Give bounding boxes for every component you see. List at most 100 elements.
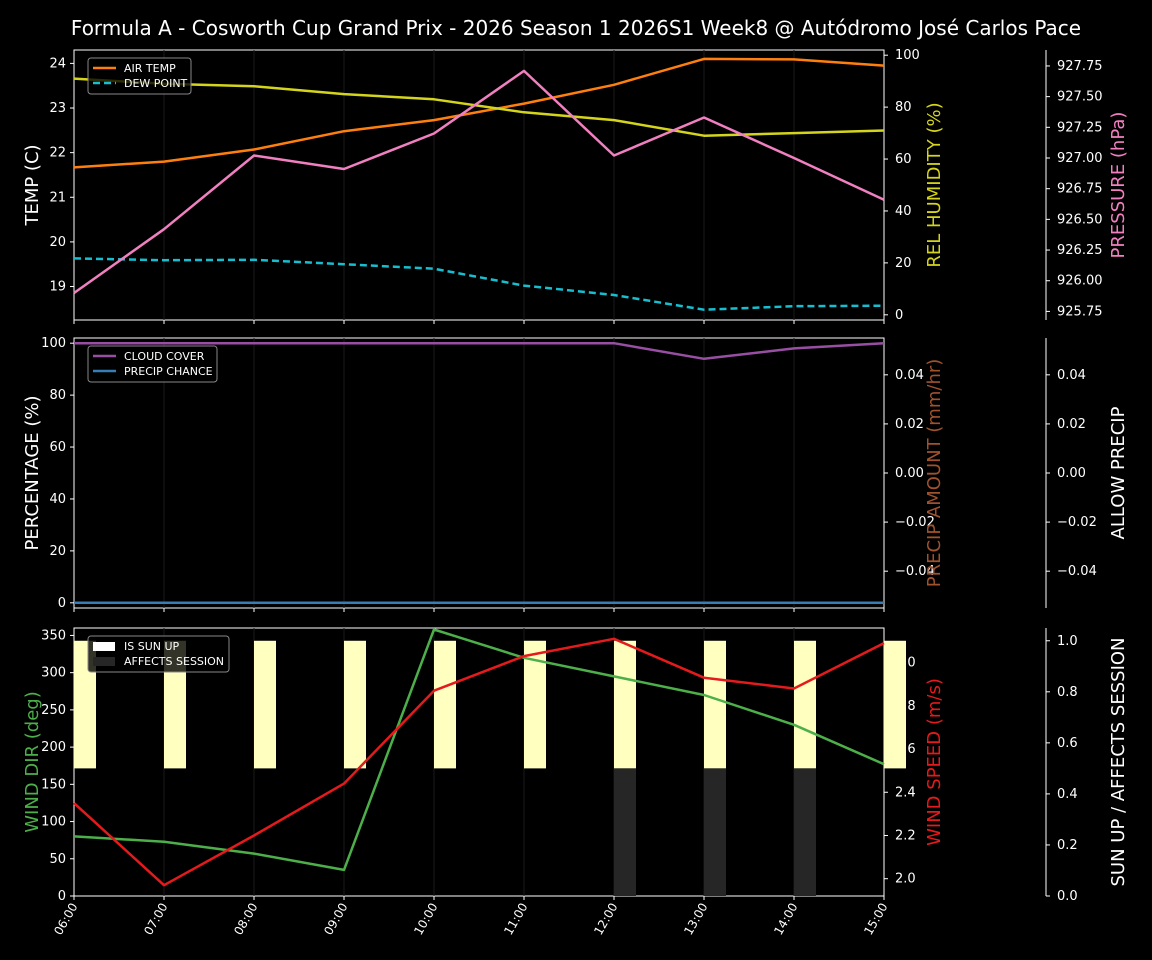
y-tick-label-right: 100 — [895, 48, 920, 63]
sun-up-bar — [164, 640, 186, 769]
y-tick-label-right2: 926.50 — [1057, 212, 1103, 227]
legend-label: AIR TEMP — [124, 62, 176, 75]
y-tick-label-right2: 1.0 — [1057, 634, 1078, 649]
sun-up-bar — [524, 640, 546, 769]
y-axis-label-right: PRECIP AMOUNT (mm/hr) — [924, 359, 945, 588]
y-axis-label-right: WIND SPEED (m/s) — [924, 678, 945, 846]
x-tick-label: 10:00 — [411, 901, 440, 938]
legend-label: PRECIP CHANCE — [124, 365, 213, 378]
y-axis-label-left: TEMP (C) — [22, 144, 43, 226]
x-tick-label: 12:00 — [591, 901, 620, 938]
y-tick-label-right: 0 — [895, 308, 903, 323]
legend-label: CLOUD COVER — [124, 350, 205, 363]
series-dew-point — [73, 257, 885, 311]
y-tick-label-right2: 926.25 — [1057, 243, 1103, 258]
y-axis-label-left: PERCENTAGE (%) — [22, 395, 43, 550]
legend — [87, 635, 230, 673]
sun-up-bar — [614, 640, 636, 769]
x-tick-label: 15:00 — [861, 901, 890, 938]
y-axis-label-right: REL HUMIDITY (%) — [924, 102, 945, 267]
y-tick-label-right: −0.04 — [895, 564, 935, 579]
y-tick-label-left: 80 — [49, 388, 66, 403]
y-tick-label-right: 0.02 — [895, 417, 924, 432]
sun-up-bar — [434, 640, 456, 769]
y-tick-label-right2: 0.02 — [1057, 417, 1086, 432]
y-tick-label-left: 20 — [49, 235, 66, 250]
y-tick-label-left: 100 — [41, 336, 66, 351]
legend-swatch — [93, 642, 115, 651]
y-tick-label-left: 24 — [49, 56, 66, 71]
y-axis-label-right2: ALLOW PRECIP — [1108, 406, 1129, 539]
y-tick-label-right2: 0.2 — [1057, 838, 1078, 853]
affects-session-bar — [614, 768, 636, 896]
y-tick-label-right2: 0.4 — [1057, 787, 1078, 802]
y-tick-label-right2: 0.8 — [1057, 685, 1078, 700]
y-tick-label-right: 2.0 — [895, 872, 916, 887]
y-tick-label-left: 19 — [49, 280, 66, 295]
y-tick-label-right: 2.4 — [895, 785, 916, 800]
affects-session-bar — [704, 768, 726, 896]
y-tick-label-right: 20 — [895, 256, 912, 271]
x-tick-label: 09:00 — [321, 901, 350, 938]
y-tick-label-right: 80 — [895, 100, 912, 115]
y-tick-label-left: 60 — [49, 440, 66, 455]
y-tick-label-right2: 926.00 — [1057, 274, 1103, 289]
chart-title: Formula A - Cosworth Cup Grand Prix - 20… — [70, 16, 1082, 40]
sun-up-bar — [344, 640, 366, 769]
legend — [87, 345, 218, 383]
series-wind-speed — [73, 637, 885, 887]
x-tick-label: 13:00 — [681, 901, 710, 938]
plot-area-1 — [73, 49, 885, 321]
y-tick-label-right: 2.2 — [895, 828, 916, 843]
sun-up-bar — [704, 640, 726, 769]
y-tick-label-left: 23 — [49, 101, 66, 116]
legend-label: AFFECTS SESSION — [124, 655, 224, 668]
y-tick-label-right2: −0.02 — [1057, 515, 1097, 530]
y-tick-label-left: 100 — [41, 815, 66, 830]
y-tick-label-left: 200 — [41, 740, 66, 755]
y-tick-label-right: 60 — [895, 152, 912, 167]
y-tick-label-left: 250 — [41, 703, 66, 718]
y-tick-label-left: 20 — [49, 544, 66, 559]
y-tick-label-left: 22 — [49, 146, 66, 161]
legend-label: DEW POINT — [124, 77, 188, 90]
y-tick-label-left: 0 — [58, 596, 66, 611]
y-axis-label-left: WIND DIR (deg) — [22, 691, 43, 833]
y-tick-label-right2: 0.00 — [1057, 466, 1086, 481]
x-tick-label: 08:00 — [231, 901, 260, 938]
y-tick-label-left: 350 — [41, 628, 66, 643]
y-tick-label-right: 40 — [895, 204, 912, 219]
y-tick-label-left: 21 — [49, 190, 66, 205]
y-tick-label-right: 0.04 — [895, 368, 924, 383]
y-tick-label-left: 300 — [41, 666, 66, 681]
plot-area-2 — [73, 337, 885, 609]
sun-up-bar — [254, 640, 276, 769]
series-cloud-cover — [74, 341, 885, 361]
y-tick-label-right2: 927.00 — [1057, 151, 1103, 166]
y-tick-label-right2: 927.25 — [1057, 120, 1103, 135]
x-tick-label: 07:00 — [141, 901, 170, 938]
y-tick-label-left: 0 — [58, 889, 66, 904]
y-tick-label-right: 0.00 — [895, 466, 924, 481]
y-tick-label-left: 150 — [41, 777, 66, 792]
series-air-temp — [73, 57, 885, 169]
sun-up-bar — [794, 640, 816, 769]
sun-up-bar — [884, 640, 906, 769]
legend-label: IS SUN UP — [124, 640, 180, 653]
y-tick-label-right: −0.02 — [895, 515, 935, 530]
sun-up-bar — [74, 640, 96, 769]
y-axis-label-right2: SUN UP / AFFECTS SESSION — [1108, 637, 1129, 886]
y-axis-label-right2: PRESSURE (hPa) — [1108, 112, 1129, 259]
y-tick-label-right2: 925.75 — [1057, 304, 1103, 319]
x-tick-label: 11:00 — [501, 901, 530, 938]
series-rel-humidity — [73, 77, 885, 137]
y-tick-label-right2: 926.75 — [1057, 182, 1103, 197]
y-tick-label-right2: 0.0 — [1057, 889, 1078, 904]
series-wind-dir — [73, 628, 885, 872]
y-tick-label-left: 40 — [49, 492, 66, 507]
y-tick-label-right2: 0.04 — [1057, 368, 1086, 383]
y-tick-label-right2: 927.50 — [1057, 90, 1103, 105]
y-tick-label-left: 50 — [49, 852, 66, 867]
legend-swatch — [93, 657, 115, 666]
